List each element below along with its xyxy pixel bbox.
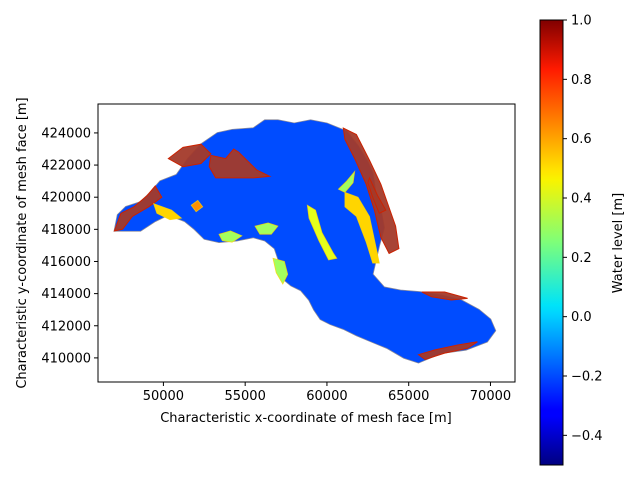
- colorbar-tick-label: 0.2: [571, 251, 592, 266]
- x-tick-label: 70000: [470, 389, 511, 404]
- colorbar-tick-label: −0.4: [571, 429, 603, 444]
- colorbar-tick-label: 1.0: [571, 14, 592, 29]
- mid-water-zone: [190, 199, 204, 213]
- x-tick-label: 60000: [306, 389, 347, 404]
- water-body: [114, 120, 496, 363]
- y-tick-label: 416000: [41, 255, 91, 270]
- colorbar-tick-label: −0.2: [571, 370, 603, 385]
- x-tick-label: 50000: [143, 389, 184, 404]
- y-tick-label: 422000: [41, 159, 91, 174]
- colorbar: −0.4 −0.2 0.0 0.2 0.4 0.6 0.8 1.0 Water level […: [539, 14, 626, 466]
- y-tick-label: 424000: [41, 126, 91, 141]
- mid-water-zone: [152, 202, 183, 221]
- y-tick-label: 412000: [41, 319, 91, 334]
- x-tick-label: 55000: [224, 389, 265, 404]
- colorbar-ticks: −0.4 −0.2 0.0 0.2 0.4 0.6 0.8 1.0: [563, 14, 603, 444]
- y-tick-label: 410000: [41, 351, 91, 366]
- colorbar-label: Water level [m]: [611, 193, 626, 293]
- y-axis-ticks: 410000 412000 414000 416000 418000 420000 4220…: [41, 126, 98, 366]
- mid-water-zone: [218, 230, 243, 243]
- colorbar-tick-label: 0.4: [571, 192, 592, 207]
- y-tick-label: 420000: [41, 191, 91, 206]
- high-water-zone: [367, 176, 387, 214]
- x-axis-label: Characteristic x-coordinate of mesh face…: [160, 411, 452, 426]
- colorbar-tick-label: 0.6: [571, 132, 592, 147]
- high-water-zone: [113, 185, 163, 232]
- mid-water-zone: [337, 170, 356, 193]
- colorbar-tick-label: 0.0: [571, 310, 592, 325]
- y-axis-label: Characteristic y-coordinate of mesh face…: [15, 97, 30, 388]
- mid-water-zone: [306, 204, 338, 261]
- colorbar-tick-label: 0.8: [571, 73, 592, 88]
- colorbar-gradient: [540, 20, 563, 465]
- mid-water-zone: [344, 191, 380, 264]
- high-water-zone: [421, 291, 468, 301]
- plot-frame: [97, 103, 516, 383]
- y-tick-label: 418000: [41, 223, 91, 238]
- x-tick-label: 65000: [388, 389, 429, 404]
- mesh-water-level-map: [113, 119, 497, 364]
- high-water-zone: [417, 341, 478, 361]
- high-water-zone: [208, 148, 272, 179]
- high-water-zone: [167, 143, 212, 168]
- y-tick-label: 414000: [41, 287, 91, 302]
- colorbar-frame: [539, 19, 564, 466]
- mid-water-zone: [254, 222, 279, 235]
- map-axes: 50000 55000 60000 65000 70000 41000041200041…: [15, 97, 516, 426]
- mid-water-zone: [272, 257, 289, 285]
- x-axis-ticks: 50000 55000 60000 65000 70000: [143, 382, 511, 404]
